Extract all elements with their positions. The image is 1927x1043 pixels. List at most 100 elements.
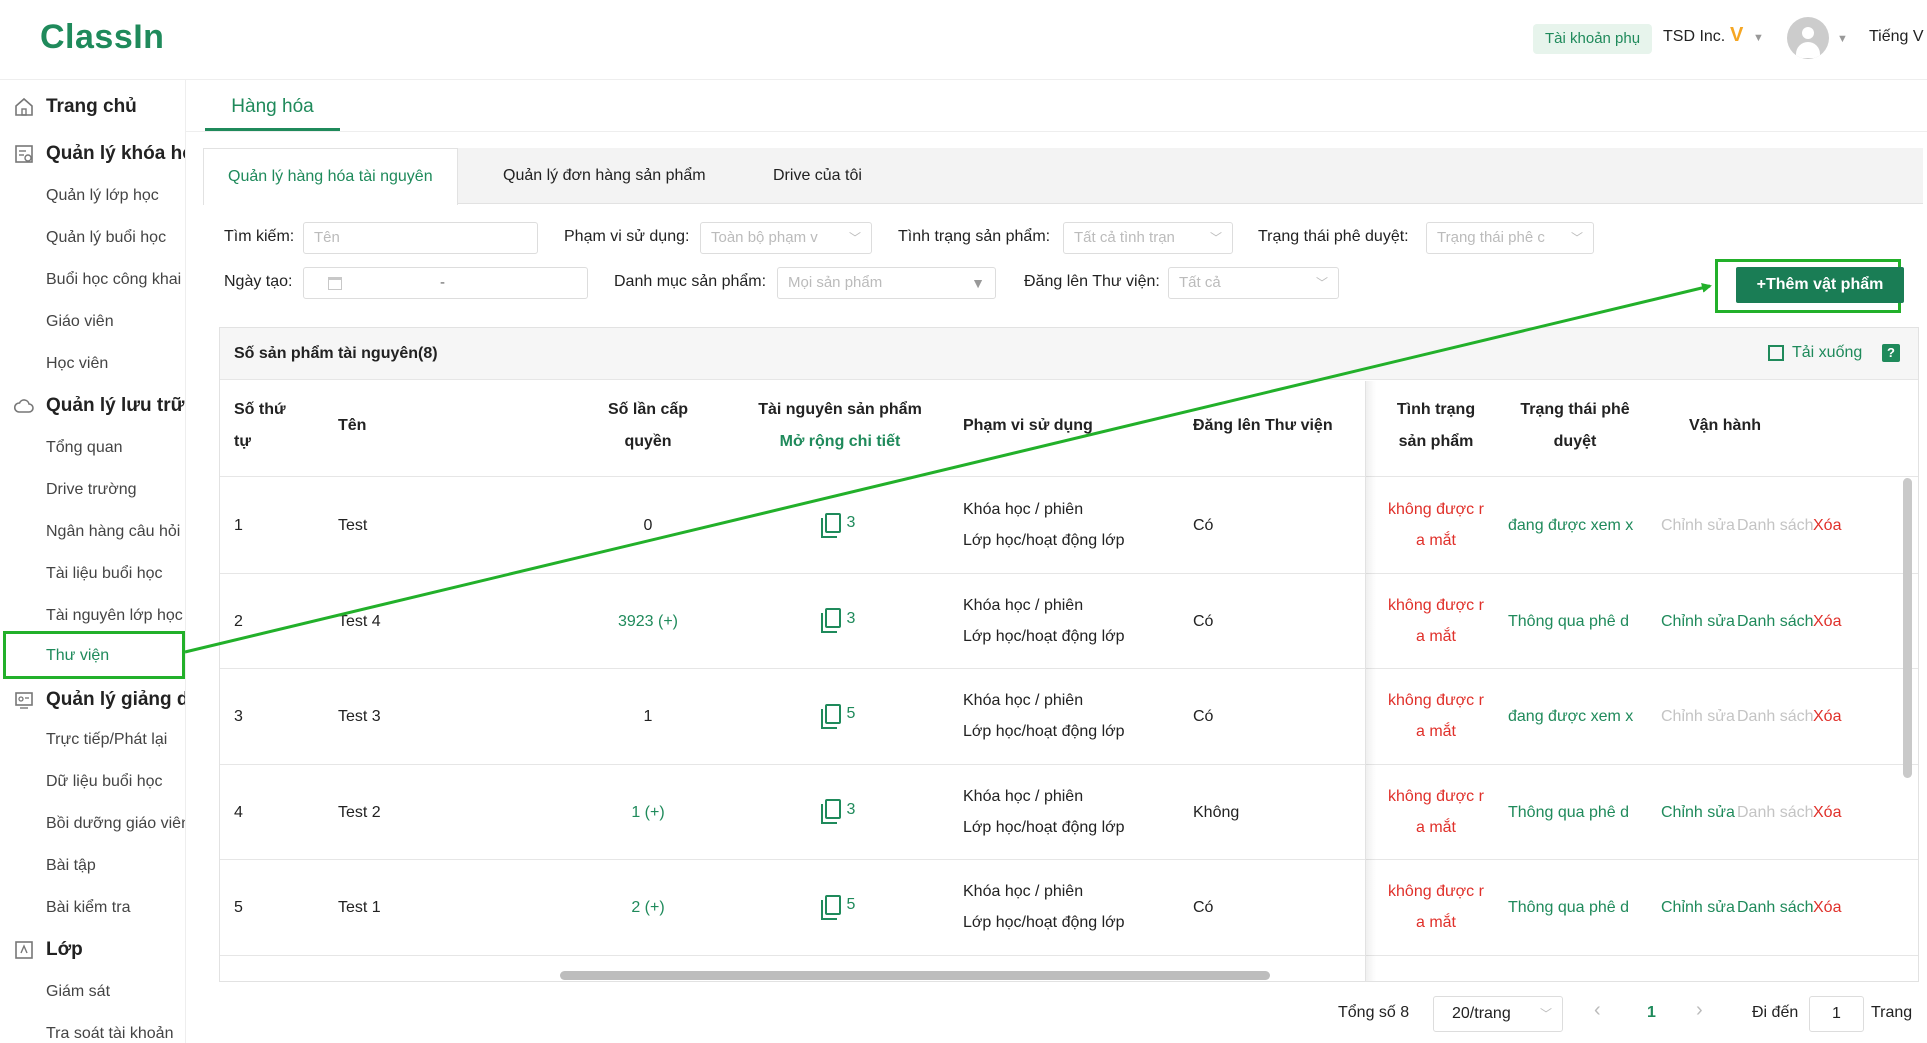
cloud-icon [13, 396, 34, 416]
row-name: Test 2 [338, 803, 381, 821]
row-library: Không [1193, 803, 1240, 821]
course-icon [14, 144, 34, 164]
expand-details-link[interactable]: Mở rộng chi tiết [779, 433, 901, 450]
edit-button[interactable]: Chỉnh sửa [1661, 517, 1735, 534]
row-scope: Khóa học / phiên Lớp học/hoạt động lớp [963, 883, 1125, 931]
sidebar-item-live-replay[interactable]: Trực tiếp/Phát lại [46, 731, 168, 748]
goto-label: Đi đến [1752, 1004, 1799, 1021]
delete-button[interactable]: Xóa [1813, 899, 1842, 916]
sidebar-item-public-lessons[interactable]: Buổi học công khai [46, 271, 182, 288]
row-divider [220, 763, 1918, 765]
sidebar-section-course[interactable]: Quản lý khóa họ [14, 139, 185, 169]
document-copy-icon [820, 512, 841, 538]
row-resources[interactable]: 3 [790, 794, 890, 826]
row-resources[interactable]: 3 [790, 507, 890, 539]
edit-button[interactable]: Chỉnh sửa [1661, 803, 1735, 821]
delete-button[interactable]: Xóa [1813, 612, 1842, 630]
approval-status-select[interactable]: Trạng thái phê c ﹀ [1426, 222, 1594, 254]
company-name[interactable]: TSD Inc. [1663, 28, 1726, 45]
sidebar-item-class-management[interactable]: Quản lý lớp học [46, 187, 159, 204]
download-button[interactable]: Tải xuống [1768, 344, 1862, 362]
help-icon[interactable]: ? [1882, 344, 1900, 362]
delete-button[interactable]: Xóa [1813, 517, 1842, 534]
edit-button[interactable]: Chỉnh sửa [1661, 612, 1735, 630]
row-grants[interactable]: 2 (+) [631, 899, 665, 916]
tab-resource-goods[interactable]: Quản lý hàng hóa tài nguyên [203, 148, 458, 205]
horizontal-scrollbar[interactable] [560, 971, 1270, 980]
row-grants[interactable]: 1 (+) [631, 803, 665, 821]
total-count: Tổng số 8 [1338, 1004, 1410, 1021]
search-input[interactable]: Tên [303, 222, 538, 254]
language-selector[interactable]: Tiếng V [1869, 28, 1924, 45]
tab-product-orders[interactable]: Quản lý đơn hàng sản phẩm [503, 167, 706, 184]
class-icon [14, 940, 34, 960]
sidebar-item-lesson-materials[interactable]: Tài liệu buổi học [46, 565, 163, 582]
delete-button[interactable]: Xóa [1813, 803, 1842, 821]
product-status-select[interactable]: Tất cả tình trạn ﹀ [1063, 222, 1233, 254]
sidebar-section-teaching[interactable]: Quản lý giảng dạ [14, 685, 185, 715]
chevron-down-icon: ﹀ [1570, 231, 1583, 245]
list-button[interactable]: Danh sách [1737, 899, 1814, 916]
row-resources[interactable]: 5 [790, 889, 890, 921]
sidebar-item-students[interactable]: Học viên [46, 355, 109, 372]
sidebar-item-monitoring[interactable]: Giám sát [46, 983, 111, 1000]
home-icon [14, 97, 34, 117]
delete-button[interactable]: Xóa [1813, 708, 1842, 725]
created-date-range[interactable]: - [303, 267, 588, 299]
list-button[interactable]: Danh sách [1737, 708, 1814, 725]
list-button[interactable]: Danh sách [1737, 803, 1814, 821]
add-item-button[interactable]: +Thêm vật phẩm [1736, 267, 1904, 303]
edit-button[interactable]: Chỉnh sửa [1661, 708, 1735, 725]
sidebar-item-lesson-data[interactable]: Dữ liệu buổi học [46, 773, 163, 790]
category-select[interactable]: Mọi sản phẩm ▼ [777, 267, 996, 299]
category-label: Danh mục sản phẩm: [614, 273, 767, 290]
row-resources[interactable]: 3 [790, 603, 890, 635]
page-tab-goods[interactable]: Hàng hóa [205, 82, 340, 131]
vertical-scrollbar[interactable] [1903, 478, 1912, 778]
created-date-label: Ngày tạo: [224, 273, 293, 290]
row-resources[interactable]: 5 [790, 698, 890, 730]
library-post-select[interactable]: Tất cả ﹀ [1168, 267, 1339, 299]
row-no: 4 [234, 803, 243, 821]
classin-logo[interactable]: ClassIn [40, 18, 165, 56]
sidebar-section-home[interactable]: Trang chủ [14, 92, 137, 122]
list-button[interactable]: Danh sách [1737, 517, 1814, 534]
table-card-header: Số sản phẩm tài nguyên(8) Tải xuống ? [220, 328, 1918, 380]
list-button[interactable]: Danh sách [1737, 612, 1814, 630]
prev-page-button[interactable]: ‹ [1594, 999, 1601, 1021]
sidebar-item-teachers[interactable]: Giáo viên [46, 313, 114, 330]
page-1-button[interactable]: 1 [1647, 1004, 1656, 1021]
col-no: Số thứ tự [234, 401, 286, 450]
company-chevron-down-icon[interactable]: ▼ [1753, 32, 1764, 44]
avatar-chevron-down-icon[interactable]: ▼ [1837, 33, 1848, 45]
sidebar-item-school-drive[interactable]: Drive trường [46, 481, 137, 498]
sidebar-item-teacher-training[interactable]: Bồi dưỡng giáo viên [46, 815, 186, 832]
row-grants[interactable]: 3923 (+) [617, 612, 679, 630]
row-divider [220, 572, 1918, 574]
sub-account-badge[interactable]: Tài khoản phụ [1533, 24, 1653, 54]
sidebar-item-class-resources[interactable]: Tài nguyên lớp học [46, 607, 183, 624]
sidebar-section-class[interactable]: Lớp [14, 935, 83, 965]
sidebar-item-account-audit[interactable]: Tra soát tài khoản [46, 1025, 174, 1042]
next-page-button[interactable]: › [1696, 999, 1703, 1021]
page-size-select[interactable]: 20/trang ﹀ [1433, 996, 1563, 1032]
tab-my-drive[interactable]: Drive của tôi [773, 167, 862, 184]
user-avatar[interactable] [1787, 17, 1829, 59]
sidebar-section-storage[interactable]: Quản lý lưu trữ [13, 391, 184, 421]
sidebar-item-overview[interactable]: Tổng quan [46, 439, 123, 456]
document-copy-icon [820, 894, 841, 920]
row-approval-status: đang được xem x [1508, 517, 1634, 534]
sidebar-item-exams[interactable]: Bài kiểm tra [46, 899, 131, 916]
sidebar-item-lesson-management[interactable]: Quản lý buổi học [46, 229, 167, 246]
col-name: Tên [338, 417, 367, 434]
scope-label: Phạm vi sử dụng: [564, 228, 690, 245]
row-library: Có [1193, 517, 1214, 534]
row-no: 1 [234, 517, 243, 534]
sidebar-item-question-bank[interactable]: Ngân hàng câu hỏi [46, 523, 181, 540]
sidebar-item-library[interactable]: Thư viện [46, 647, 110, 664]
edit-button[interactable]: Chỉnh sửa [1661, 899, 1735, 916]
scope-select[interactable]: Toàn bộ phạm v ﹀ [700, 222, 872, 254]
goto-page-input[interactable]: 1 [1809, 996, 1864, 1032]
sidebar-item-homework[interactable]: Bài tập [46, 857, 96, 874]
